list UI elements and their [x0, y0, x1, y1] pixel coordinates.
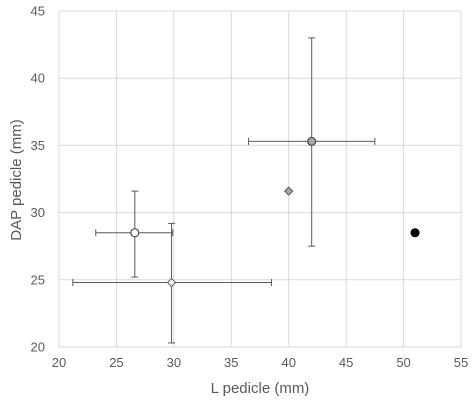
data-point-circle [307, 136, 317, 146]
x-tick-label: 50 [396, 355, 410, 370]
y-tick-label: 30 [31, 205, 45, 220]
y-tick-label: 20 [31, 340, 45, 355]
x-tick-label: 30 [167, 355, 181, 370]
x-tick-label: 55 [454, 355, 468, 370]
data-point-diamond [284, 186, 294, 196]
data-point-circle [410, 228, 420, 238]
x-axis-title: L pedicle (mm) [211, 380, 310, 397]
data-points [130, 136, 420, 288]
data-point-circle [130, 228, 140, 238]
error-bars [72, 37, 376, 344]
y-axis-title: DAP pedicle (mm) [8, 119, 25, 240]
y-tick-label: 35 [31, 138, 45, 153]
grid-lines [58, 10, 462, 348]
y-tick-labels: 20 25 30 35 40 45 [31, 4, 45, 355]
x-tick-label: 25 [109, 355, 123, 370]
data-point-diamond [166, 277, 177, 288]
x-tick-label: 20 [52, 355, 66, 370]
y-tick-label: 25 [31, 272, 45, 287]
y-tick-label: 40 [31, 71, 45, 86]
y-tick-label: 45 [31, 4, 45, 19]
x-tick-label: 45 [339, 355, 353, 370]
x-tick-label: 40 [281, 355, 295, 370]
x-tick-labels: 20 25 30 35 40 45 50 55 [52, 355, 468, 370]
x-tick-label: 35 [224, 355, 238, 370]
